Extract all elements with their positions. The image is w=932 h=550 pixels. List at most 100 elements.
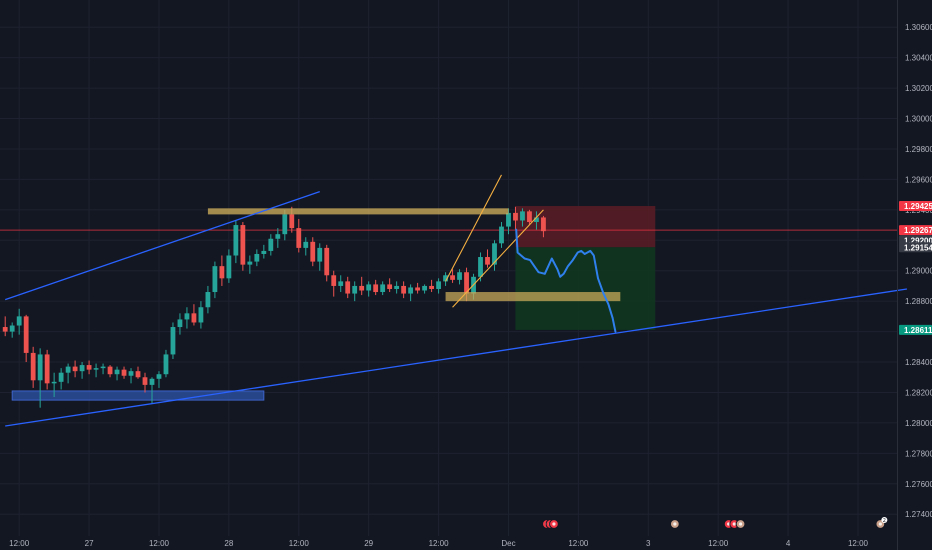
candle-body xyxy=(373,284,379,293)
y-tick-label: 1.27800 xyxy=(905,449,932,458)
wedge-breakdown-zone xyxy=(445,292,621,302)
candle-body xyxy=(51,381,57,384)
candle-body xyxy=(527,211,532,223)
candle-body xyxy=(240,225,246,265)
x-tick-label: 12:00 xyxy=(9,539,30,548)
candle-body xyxy=(191,313,197,323)
candle-body xyxy=(142,377,148,385)
event-markers: 2 xyxy=(542,517,888,529)
y-tick-label: 1.30000 xyxy=(905,115,932,124)
x-tick-label: 3 xyxy=(646,539,651,548)
price-tag-label: 1.29154 xyxy=(904,243,932,252)
candle-body xyxy=(429,285,434,289)
candle-body xyxy=(499,226,504,244)
event-icon-dot xyxy=(552,522,556,526)
x-tick-label: 12:00 xyxy=(708,539,729,548)
wedge-lower-line xyxy=(452,209,544,308)
x-tick-label: 12:00 xyxy=(568,539,589,548)
candle-body xyxy=(107,366,113,375)
candle-body xyxy=(23,316,29,353)
candle-body xyxy=(212,266,218,293)
candle-body xyxy=(254,253,260,262)
candle-body xyxy=(352,285,358,294)
event-icon-dot xyxy=(732,522,736,526)
candle-body xyxy=(275,234,281,239)
candle-body xyxy=(513,212,518,221)
candle-body xyxy=(156,374,162,379)
y-tick-label: 1.28400 xyxy=(905,358,932,367)
candle-body xyxy=(520,211,525,221)
candle-body xyxy=(401,285,407,294)
y-tick-label: 1.27400 xyxy=(905,510,932,519)
lower-channel-line xyxy=(5,288,908,427)
price-tag xyxy=(899,225,932,236)
candle-body xyxy=(457,272,462,280)
y-tick-label: 1.30200 xyxy=(905,84,932,93)
price-tag-label: 1.29200 xyxy=(904,236,932,245)
candle-body xyxy=(366,284,372,291)
time-axis[interactable]: 12:00 27 12:00 28 12:00 29 12:00 Dec 12:00 3 12:00… xyxy=(9,539,868,548)
candle-body xyxy=(205,292,211,308)
take-profit-zone xyxy=(515,247,656,330)
candle-body xyxy=(338,281,344,286)
price-tag xyxy=(899,201,932,212)
candle-body xyxy=(317,247,323,262)
drawings-foreground xyxy=(4,174,908,427)
candle-body xyxy=(296,228,302,248)
candle-body xyxy=(128,371,134,376)
candle-body xyxy=(226,255,232,279)
x-tick-label: 28 xyxy=(224,539,233,548)
y-tick-label: 1.29600 xyxy=(905,175,932,184)
candle-body xyxy=(422,285,427,291)
drawings-background xyxy=(0,206,897,401)
candle-body xyxy=(359,285,365,291)
candle-body xyxy=(268,238,274,251)
y-tick-label: 1.29800 xyxy=(905,145,932,154)
candle-body xyxy=(492,243,497,265)
x-tick-label: 12:00 xyxy=(149,539,170,548)
candle-body xyxy=(415,287,421,291)
wedge-upper-line xyxy=(445,174,502,282)
candle-body xyxy=(282,214,288,235)
y-tick-label: 1.27600 xyxy=(905,480,932,489)
candle-body xyxy=(534,217,539,223)
price-tag xyxy=(899,324,932,335)
support-zone xyxy=(11,390,265,401)
candle-body xyxy=(149,378,155,385)
x-tick-label: 27 xyxy=(85,539,94,548)
candle-body xyxy=(233,225,239,256)
candle-body xyxy=(2,327,8,332)
candle-body xyxy=(30,352,36,381)
x-tick-label: 29 xyxy=(364,539,373,548)
resistance-zone xyxy=(207,208,509,215)
price-tag xyxy=(899,242,932,253)
candle-body xyxy=(485,257,490,265)
candle-body xyxy=(394,285,400,289)
candle-body xyxy=(121,369,127,376)
y-tick-label: 1.28200 xyxy=(905,388,932,397)
y-tick-label: 1.30600 xyxy=(905,23,932,32)
candle-body xyxy=(541,217,546,232)
y-tick-label: 1.28800 xyxy=(905,297,932,306)
candle-body xyxy=(324,247,330,276)
candle-body xyxy=(9,325,15,332)
projected-path xyxy=(515,228,617,333)
candle-body xyxy=(86,365,92,370)
candle-body xyxy=(44,354,50,384)
candle-body xyxy=(79,365,85,372)
candle-body xyxy=(170,327,176,355)
candle-body xyxy=(450,275,455,280)
candle-body xyxy=(177,319,183,328)
candle-body xyxy=(345,281,351,294)
candle-body xyxy=(387,284,393,289)
event-badge xyxy=(881,517,888,523)
x-tick-label: Dec xyxy=(501,539,515,548)
y-tick-label: 1.30400 xyxy=(905,54,932,63)
stop-loss-zone xyxy=(515,206,656,248)
x-tick-label: 12:00 xyxy=(848,539,869,548)
candle-body xyxy=(464,272,469,294)
candle-body xyxy=(247,261,253,265)
candle-body xyxy=(310,241,316,262)
